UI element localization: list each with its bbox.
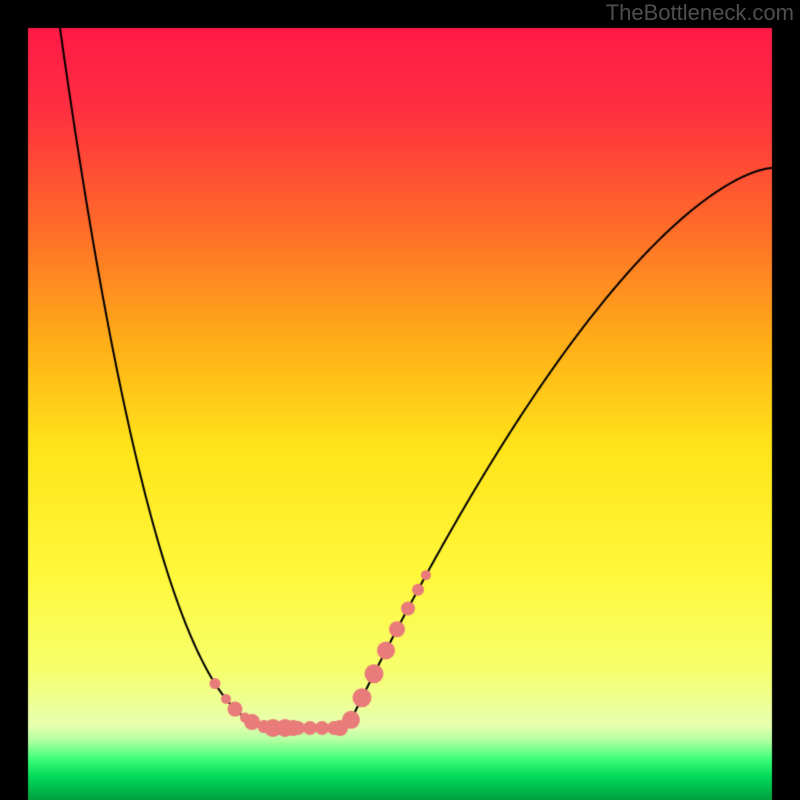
bottleneck-chart-canvas — [0, 0, 800, 800]
watermark-label: TheBottleneck.com — [606, 0, 794, 26]
chart-root: TheBottleneck.com — [0, 0, 800, 800]
